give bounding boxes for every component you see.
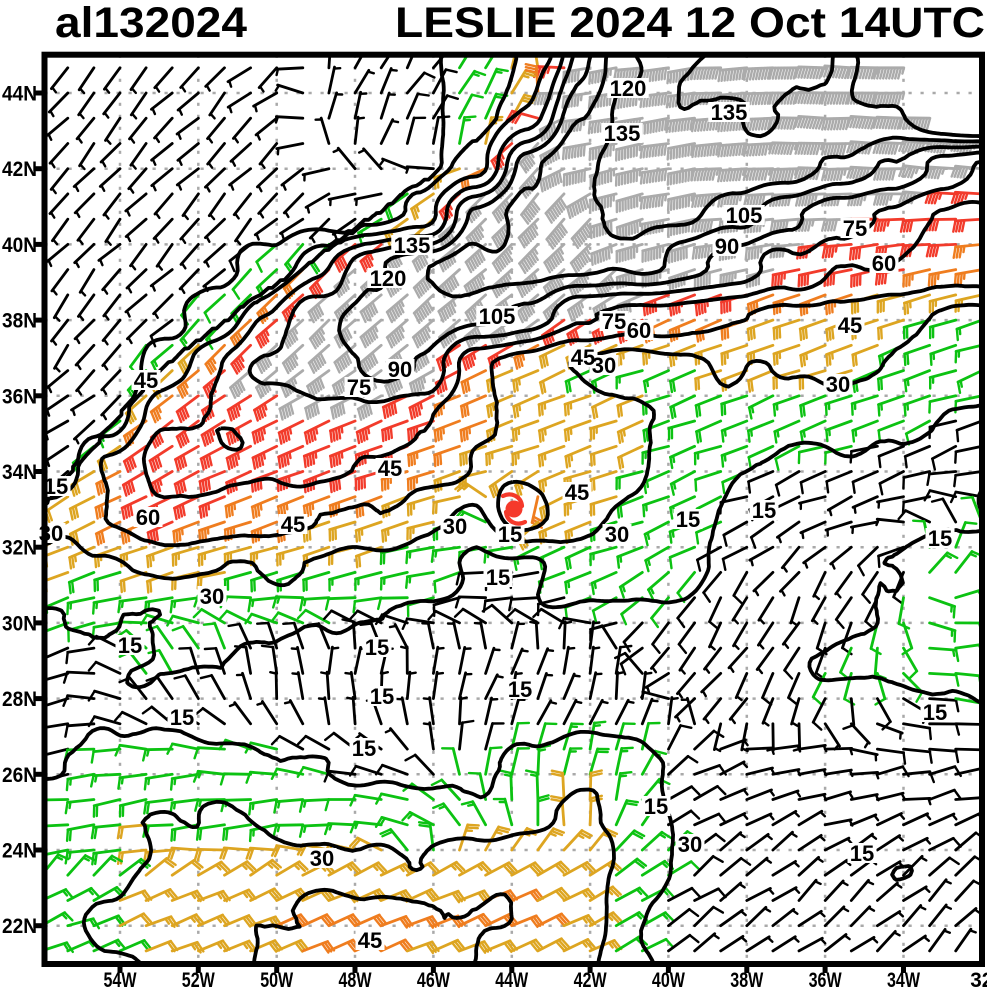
svg-text:15: 15 [498, 522, 522, 547]
svg-text:15: 15 [850, 841, 874, 866]
svg-text:120: 120 [370, 266, 407, 291]
svg-text:60: 60 [872, 251, 896, 276]
svg-text:75: 75 [602, 309, 626, 334]
svg-text:15: 15 [928, 526, 952, 551]
svg-text:32: 32 [970, 969, 987, 989]
svg-text:52W: 52W [182, 969, 215, 989]
svg-text:15: 15 [370, 684, 394, 709]
svg-text:30N: 30N [2, 612, 37, 635]
svg-text:44N: 44N [2, 83, 37, 106]
svg-text:30: 30 [200, 584, 224, 609]
svg-text:15: 15 [508, 677, 532, 702]
svg-text:90: 90 [388, 357, 412, 382]
svg-text:34W: 34W [887, 969, 920, 989]
svg-text:46W: 46W [417, 969, 450, 989]
svg-text:24N: 24N [2, 840, 37, 863]
svg-text:40N: 40N [2, 234, 37, 257]
svg-text:15: 15 [486, 565, 510, 590]
svg-text:105: 105 [479, 304, 516, 329]
svg-text:30: 30 [678, 832, 702, 857]
svg-text:15: 15 [923, 700, 947, 725]
svg-text:15: 15 [118, 633, 142, 658]
svg-text:15: 15 [676, 507, 700, 532]
svg-text:38N: 38N [2, 310, 37, 333]
svg-text:38W: 38W [730, 969, 763, 989]
svg-text:45: 45 [358, 928, 382, 953]
svg-text:45: 45 [134, 368, 158, 393]
svg-text:135: 135 [711, 100, 748, 125]
svg-text:30: 30 [310, 846, 334, 871]
svg-text:30: 30 [443, 514, 467, 539]
svg-text:60: 60 [136, 505, 160, 530]
svg-text:36W: 36W [809, 969, 842, 989]
svg-text:50W: 50W [260, 969, 293, 989]
svg-text:40W: 40W [652, 969, 685, 989]
svg-text:42N: 42N [2, 158, 37, 181]
svg-text:15: 15 [644, 794, 668, 819]
svg-text:45: 45 [378, 456, 402, 481]
svg-text:34N: 34N [2, 461, 37, 484]
svg-text:36N: 36N [2, 385, 37, 408]
svg-text:45: 45 [281, 512, 305, 537]
svg-text:15: 15 [170, 705, 194, 730]
svg-text:al132024: al132024 [55, 0, 247, 47]
svg-text:135: 135 [604, 121, 641, 146]
svg-text:LESLIE 2024 12 Oct 14UTC: LESLIE 2024 12 Oct 14UTC [395, 0, 985, 47]
svg-text:30: 30 [826, 372, 850, 397]
svg-text:48W: 48W [339, 969, 372, 989]
svg-text:75: 75 [347, 375, 371, 400]
svg-text:28N: 28N [2, 688, 37, 711]
svg-text:22N: 22N [2, 915, 37, 938]
svg-text:90: 90 [715, 234, 739, 259]
svg-text:45: 45 [565, 480, 589, 505]
svg-text:54W: 54W [104, 969, 137, 989]
svg-text:32N: 32N [2, 537, 37, 560]
svg-text:75: 75 [843, 216, 867, 241]
svg-text:42W: 42W [574, 969, 607, 989]
svg-text:45: 45 [838, 313, 862, 338]
svg-text:105: 105 [726, 203, 763, 228]
svg-text:60: 60 [627, 318, 651, 343]
svg-text:135: 135 [394, 233, 431, 258]
svg-text:30: 30 [605, 522, 629, 547]
svg-text:26N: 26N [2, 764, 37, 787]
svg-text:45: 45 [571, 345, 595, 370]
svg-text:15: 15 [352, 736, 376, 761]
svg-text:15: 15 [44, 474, 68, 499]
svg-text:15: 15 [365, 635, 389, 660]
svg-text:44W: 44W [495, 969, 528, 989]
svg-text:120: 120 [610, 76, 647, 101]
svg-text:30: 30 [592, 353, 616, 378]
svg-text:15: 15 [752, 498, 776, 523]
